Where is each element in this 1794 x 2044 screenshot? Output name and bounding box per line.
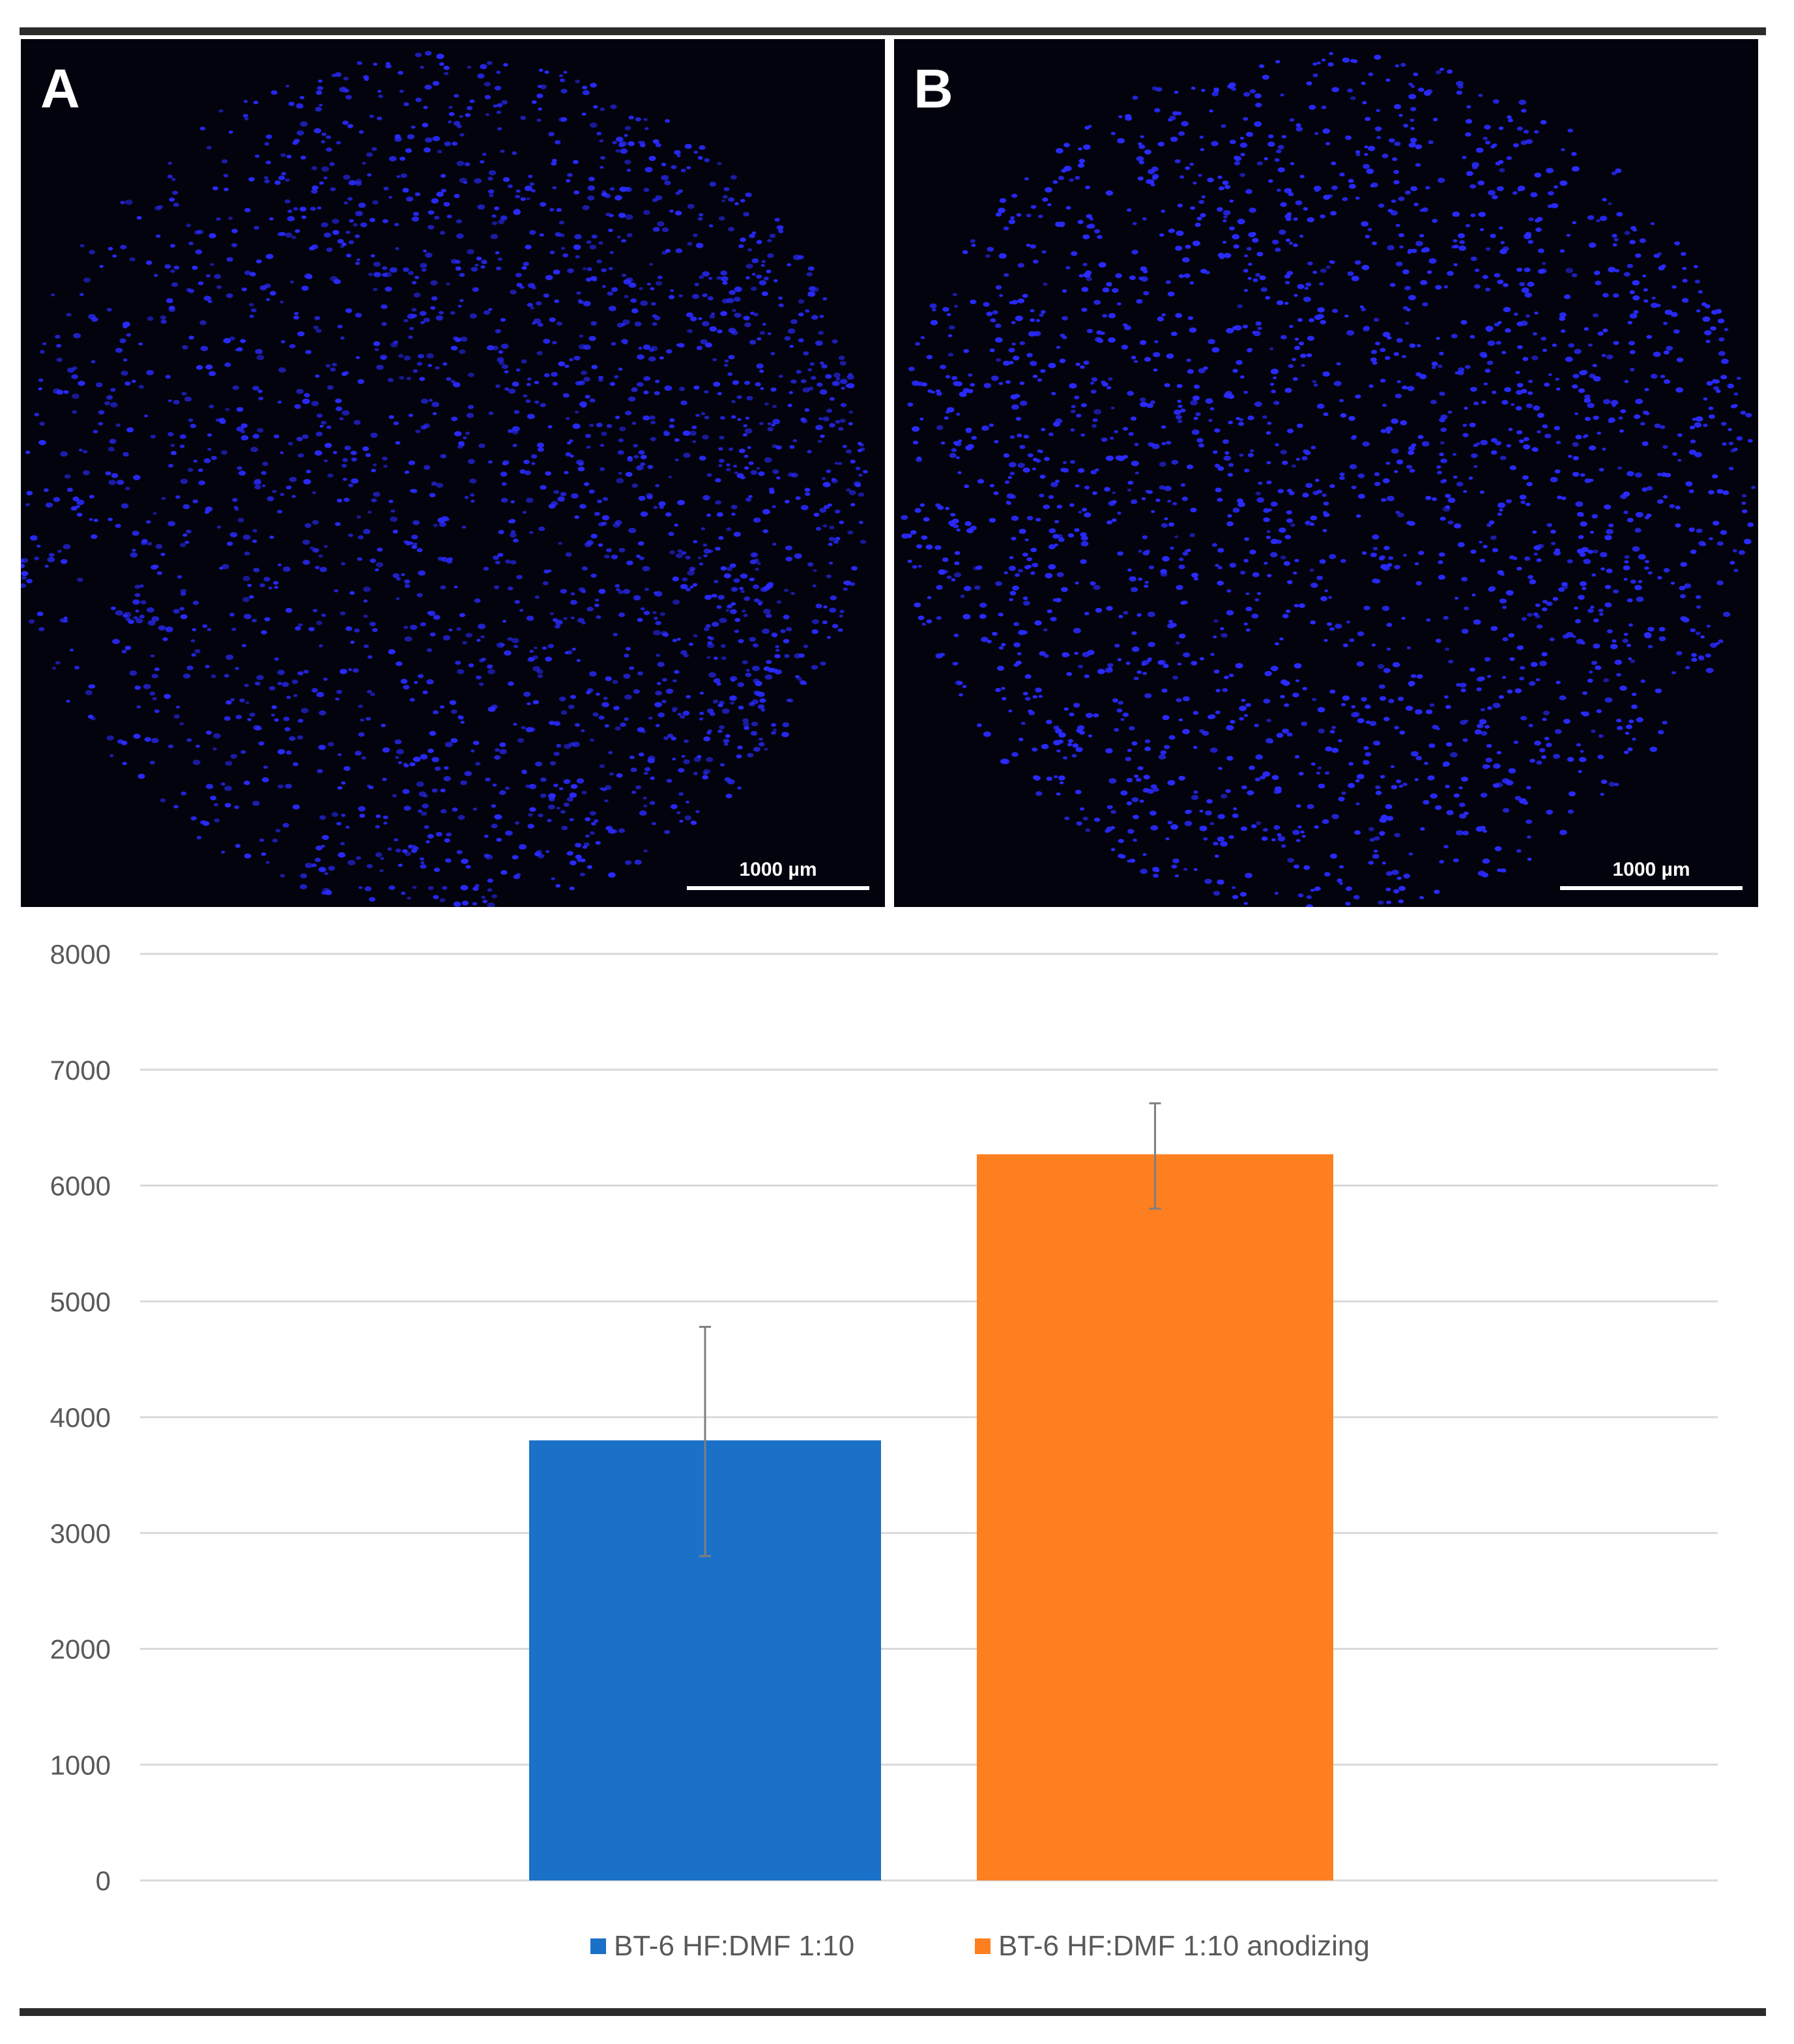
- panel-label-a: A: [40, 58, 80, 119]
- legend-swatch-2: [975, 1938, 991, 1954]
- scale-bar-a: [687, 886, 869, 890]
- nuclei-image-a: [21, 51, 868, 907]
- micrograph-panel-a: A 1000 µm: [21, 39, 885, 907]
- bar-2: [977, 1154, 1333, 1880]
- bar-chart: 0 1000 2000 3000 4000 5000 6000 7000 8000: [50, 939, 1718, 1896]
- legend-label-1: BT-6 HF:DMF 1:10: [614, 1930, 855, 1962]
- scale-bar-b: [1560, 886, 1743, 890]
- legend-label-2: BT-6 HF:DMF 1:10 anodizing: [998, 1930, 1370, 1962]
- bars: [529, 1154, 1333, 1880]
- error-bars: [699, 1102, 1161, 1557]
- scale-bar-label-a: 1000 µm: [739, 859, 817, 880]
- y-tick-label: 1000: [50, 1749, 111, 1780]
- y-tick-label: 8000: [50, 939, 111, 970]
- y-tick-label: 3000: [50, 1518, 111, 1549]
- y-tick-label: 4000: [50, 1402, 111, 1433]
- y-tick-label: 0: [96, 1865, 111, 1896]
- bottom-rule: [20, 2008, 1766, 2016]
- legend-item-1: BT-6 HF:DMF 1:10: [590, 1930, 854, 1963]
- y-tick-label: 6000: [50, 1171, 111, 1202]
- legend-swatch-1: [590, 1938, 606, 1954]
- gridlines: [140, 953, 1718, 1882]
- scale-bar-label-b: 1000 µm: [1612, 859, 1690, 880]
- legend-item-2: BT-6 HF:DMF 1:10 anodizing: [975, 1930, 1370, 1963]
- micrograph-panel-b: B 1000 µm: [894, 39, 1758, 907]
- y-axis-tick-labels: 0 1000 2000 3000 4000 5000 6000 7000 8000: [50, 939, 111, 1896]
- y-tick-label: 2000: [50, 1634, 111, 1665]
- nuclei-image-b: [901, 51, 1756, 907]
- y-tick-label: 5000: [50, 1286, 111, 1317]
- y-tick-label: 7000: [50, 1055, 111, 1086]
- panel-label-b: B: [914, 58, 953, 119]
- top-rule: [20, 27, 1766, 35]
